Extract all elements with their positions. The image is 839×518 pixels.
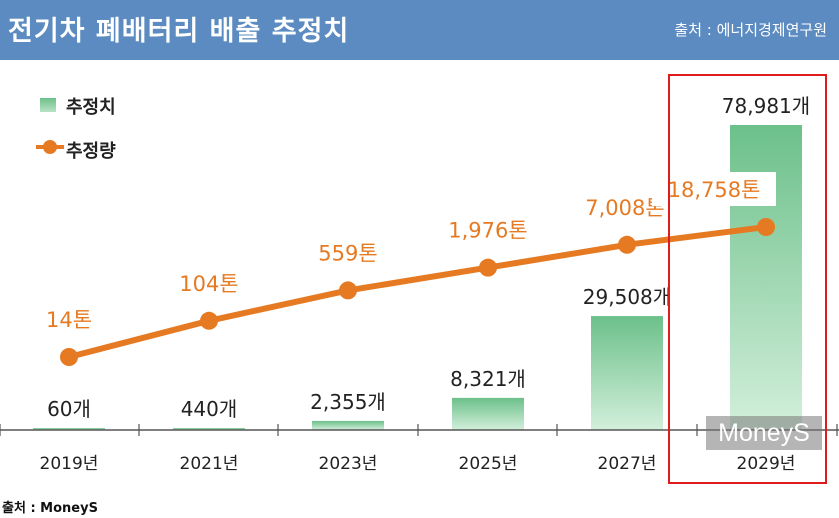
x-tick-label-2019년: 2019년 bbox=[40, 454, 99, 474]
line-label-bg-2029 bbox=[652, 172, 776, 206]
line-point-2019년 bbox=[60, 348, 78, 366]
bar-label-2023년: 2,355개 bbox=[310, 390, 386, 414]
watermark: MoneyS bbox=[706, 416, 822, 450]
bar-label-2019년: 60개 bbox=[47, 397, 91, 421]
bar-2021년 bbox=[173, 428, 245, 430]
line-point-2023년 bbox=[339, 281, 357, 300]
legend-line-label: 추정량 bbox=[66, 141, 116, 162]
bar-label-2027년: 29,508개 bbox=[583, 285, 671, 309]
line-label-2025년: 1,976톤 bbox=[448, 219, 527, 243]
line-point-2021년 bbox=[200, 311, 218, 330]
x-tick-label-2027년: 2027년 bbox=[598, 454, 657, 474]
line-point-2025년 bbox=[479, 258, 497, 277]
legend-line-dot bbox=[43, 140, 57, 154]
line-label-2027년: 7,008톤 bbox=[585, 196, 664, 220]
bar-2023년 bbox=[312, 420, 384, 430]
x-tick-label-2023년: 2023년 bbox=[319, 454, 378, 474]
x-tick-label-2021년: 2021년 bbox=[180, 454, 239, 474]
source-note: 출처 : 에너지경제연구원 bbox=[674, 21, 827, 39]
bar-2027년 bbox=[591, 316, 663, 430]
bar-label-2029년: 78,981개 bbox=[722, 94, 810, 118]
legend-bar-swatch bbox=[40, 98, 56, 112]
line-label-2021년: 104톤 bbox=[179, 272, 238, 296]
legend-bar-label: 추정치 bbox=[66, 97, 116, 118]
bar-2019년 bbox=[33, 428, 105, 430]
chart-header: 전기차 폐배터리 배출 추정치 출처 : 에너지경제연구원 bbox=[0, 0, 839, 60]
bar-2025년 bbox=[452, 397, 524, 430]
highlight-box-2029 bbox=[668, 74, 827, 484]
line-point-2027년 bbox=[618, 235, 636, 254]
footer-source: 출처 : MoneyS bbox=[2, 501, 98, 516]
bar-label-2021년: 440개 bbox=[181, 397, 238, 421]
line-label-2023년: 559톤 bbox=[318, 241, 377, 265]
line-label-2019년: 14톤 bbox=[46, 308, 92, 332]
line-point-2029년 bbox=[757, 218, 775, 236]
x-tick-label-2029년: 2029년 bbox=[737, 454, 796, 474]
x-tick-label-2025년: 2025년 bbox=[459, 454, 518, 474]
bar-label-2025년: 8,321개 bbox=[450, 367, 526, 391]
line-label-2029년: 18,758톤 bbox=[668, 178, 761, 202]
chart-title: 전기차 폐배터리 배출 추정치 bbox=[8, 16, 350, 47]
line-series-추정량 bbox=[68, 224, 767, 360]
